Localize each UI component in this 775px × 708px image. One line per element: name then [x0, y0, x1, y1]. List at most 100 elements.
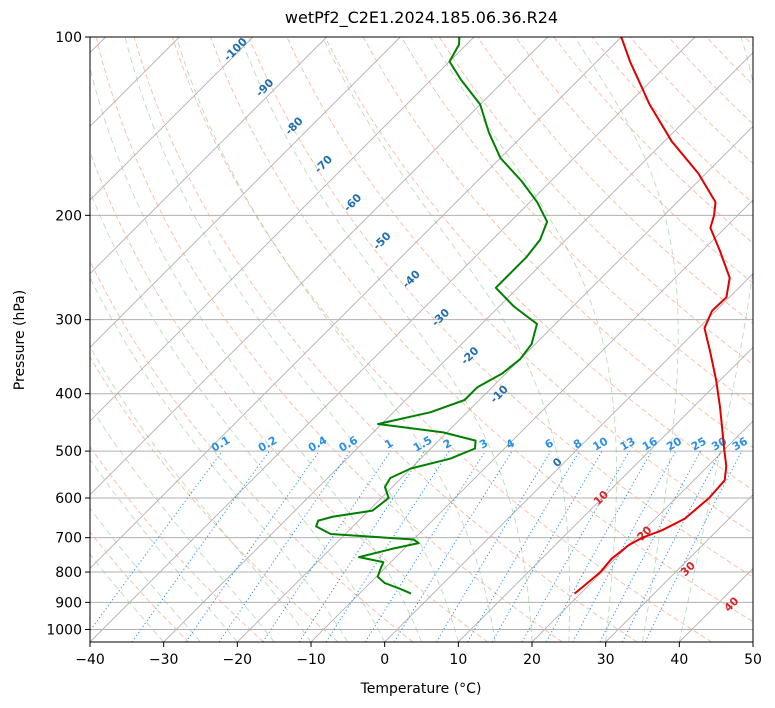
dry-adiabat	[133, 37, 638, 642]
mixing-ratio-line	[364, 450, 486, 642]
isotherm-line	[237, 125, 753, 642]
dry-adiabat	[668, 37, 753, 125]
in-plot-labels: 0.1 0.2 0.4 0.6 1 1.5 2 3 4 6 8 10 13 16 20 25 30 36-100-…	[209, 35, 750, 615]
dry-adiabat-label: -30	[429, 306, 452, 329]
dry-adiabat-label: -80	[283, 114, 306, 137]
mixing-ratio-line	[393, 450, 513, 642]
dry-adiabat	[400, 37, 753, 407]
moist-adiabat	[90, 276, 349, 642]
x-tick-label: 20	[523, 652, 541, 668]
isotherm-line	[90, 37, 327, 275]
isotherm-line	[90, 37, 254, 201]
x-tick-label: 40	[670, 652, 688, 668]
dewpoint-line	[315, 37, 549, 595]
isotherm-line	[163, 52, 753, 642]
mixing-ratio-line	[435, 450, 552, 642]
dry-adiabat-label: -50	[370, 229, 393, 252]
dry-adiabat	[90, 356, 339, 642]
x-tick-label: 50	[744, 652, 762, 668]
dry-adiabat-label: -60	[341, 191, 364, 214]
dry-adiabat	[95, 37, 563, 642]
x-tick-label: −40	[75, 652, 105, 668]
x-tick-label: 10	[449, 652, 467, 668]
plot-frame	[89, 36, 754, 643]
x-tick-label: −10	[296, 652, 326, 668]
moist-adiabat	[574, 37, 679, 642]
moist-adiabat	[90, 345, 312, 642]
moist-adiabat	[239, 37, 533, 642]
mixing-ratio-label: 6	[543, 436, 556, 451]
y-tick-label: 500	[55, 444, 82, 460]
mixing-ratio-label: 1	[382, 437, 395, 452]
series-layer	[315, 37, 731, 595]
moist-adiabat	[430, 37, 617, 642]
x-tick-label: −20	[223, 652, 253, 668]
y-tick-label: 800	[55, 565, 82, 581]
dry-adiabat-label: -100	[221, 35, 250, 64]
dry-adiabat	[248, 37, 753, 578]
dry-adiabat	[706, 37, 753, 86]
moist-adiabat	[90, 66, 422, 642]
moist-adiabat	[90, 507, 201, 642]
isotherm-line	[458, 346, 753, 642]
mixing-ratio-line	[298, 450, 425, 642]
dry-adiabat-label: -10	[488, 382, 511, 405]
y-tick-label: 200	[55, 208, 82, 224]
dry-adiabat-label: 30	[678, 559, 698, 579]
mixing-ratio-line	[521, 450, 630, 642]
isotherm-line	[90, 37, 622, 569]
isotherm-line	[531, 420, 753, 642]
dry-adiabat	[324, 37, 753, 491]
chart-title: wetPf2_C2E1.2024.185.06.36.R24	[284, 8, 559, 27]
temperature-line	[573, 37, 731, 595]
mixing-ratio-line	[545, 450, 653, 642]
mixing-ratio-line	[572, 450, 677, 642]
dry-adiabat-label: -40	[400, 267, 423, 290]
mixing-ratio-line	[644, 450, 743, 642]
mixing-ratio-line	[218, 450, 351, 642]
y-tick-label: 300	[55, 313, 82, 329]
axis-ticks: −40 −30 −20 −10 0 10 20 30 40 50 100 200 300 400 500 60…	[46, 30, 762, 668]
moist-adiabat	[678, 37, 753, 642]
mixing-ratio-label: 4	[504, 436, 517, 451]
dry-adiabat	[90, 150, 488, 642]
y-tick-label: 1000	[46, 622, 82, 638]
mixing-ratio-line	[325, 450, 450, 642]
x-tick-label: 30	[597, 652, 615, 668]
x-tick-label: 0	[380, 652, 389, 668]
moist-adiabat	[322, 37, 571, 642]
dry-adiabat	[90, 259, 414, 642]
isotherm-line	[605, 494, 753, 642]
y-tick-label: 900	[55, 595, 82, 611]
y-tick-label: 400	[55, 387, 82, 403]
isotherm-line	[90, 37, 696, 642]
mixing-ratio-line	[131, 450, 270, 642]
mixing-ratio-line	[90, 450, 223, 632]
isotherm-line	[90, 37, 548, 496]
mixing-ratio-line	[467, 450, 580, 642]
moist-adiabat	[90, 190, 386, 642]
y-tick-label: 700	[55, 531, 82, 547]
dry-adiabat-label: 10	[591, 488, 611, 508]
moist-adiabat	[90, 405, 275, 642]
isotherm-line	[90, 37, 475, 422]
mixing-ratio-line	[599, 450, 701, 642]
moist-adiabat	[90, 553, 165, 642]
dry-adiabat	[90, 531, 190, 642]
x-axis-label: Temperature (°C)	[360, 681, 482, 697]
isotherm-line	[752, 641, 753, 642]
moist-adiabat	[175, 37, 496, 642]
dry-adiabat	[171, 37, 712, 642]
isotherm-line	[679, 567, 753, 642]
mixing-ratio-label: 2	[441, 437, 454, 452]
dry-adiabat	[439, 37, 753, 365]
isotherm-line	[90, 37, 401, 348]
y-tick-label: 600	[55, 491, 82, 507]
y-axis-label: Pressure (hPa)	[12, 290, 28, 390]
mixing-ratio-line	[262, 450, 392, 642]
x-tick-label: −30	[149, 652, 179, 668]
dry-adiabat-label: -90	[253, 76, 276, 99]
dry-adiabat	[90, 445, 264, 642]
mixing-ratio-line	[491, 450, 603, 642]
